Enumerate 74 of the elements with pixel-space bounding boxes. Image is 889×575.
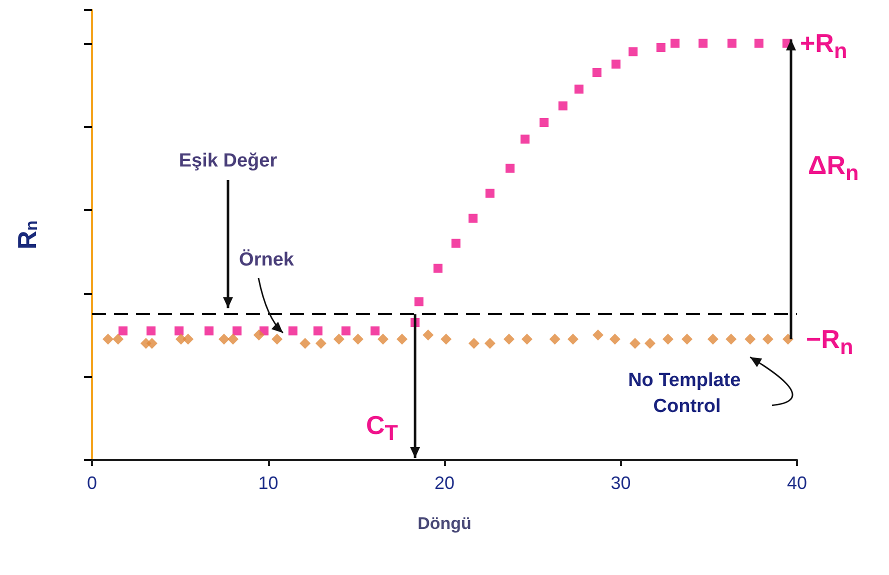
point	[698, 38, 708, 48]
point	[118, 326, 128, 336]
point	[549, 334, 560, 345]
point	[370, 326, 380, 336]
point	[609, 334, 620, 345]
point	[754, 38, 764, 48]
annotation: C$_{T}$	[366, 410, 398, 446]
point	[727, 38, 736, 48]
point	[644, 338, 656, 349]
point	[656, 43, 666, 52]
point	[218, 334, 230, 345]
point	[451, 238, 460, 248]
annotation: Eşik Değer	[178, 150, 278, 172]
point	[567, 334, 578, 345]
point	[744, 334, 756, 345]
point	[300, 338, 311, 349]
point	[485, 188, 494, 198]
point	[228, 334, 238, 345]
point	[574, 84, 584, 94]
point	[662, 334, 674, 345]
point	[174, 326, 184, 336]
text: ΔR$_{n}$	[808, 150, 859, 186]
x-tick-label: 30	[610, 473, 631, 493]
point	[440, 334, 452, 345]
point	[146, 326, 156, 336]
point	[592, 68, 602, 77]
text: −R$_{n}$	[806, 324, 854, 360]
point	[506, 164, 515, 173]
point	[414, 297, 424, 306]
point	[253, 330, 264, 340]
point	[520, 134, 530, 144]
point	[726, 334, 737, 345]
point	[782, 334, 794, 345]
point	[468, 338, 480, 349]
point	[630, 338, 641, 349]
point	[333, 334, 344, 345]
point	[682, 334, 693, 345]
point	[182, 334, 194, 345]
point	[146, 338, 158, 349]
point	[670, 38, 680, 48]
y-axis-title: Rn	[12, 220, 42, 250]
x-tick-label: 40	[786, 473, 808, 493]
point	[558, 101, 568, 110]
point	[484, 338, 496, 349]
x-tick-label: 10	[258, 473, 278, 493]
point	[232, 326, 242, 336]
point	[112, 334, 124, 345]
series-label: No Template Control	[628, 370, 746, 417]
text: +R$_{n}$	[800, 28, 848, 64]
point	[592, 330, 604, 340]
point	[521, 334, 532, 345]
point	[504, 334, 515, 345]
point	[422, 330, 434, 340]
x-tick-label: 20	[434, 473, 455, 493]
point	[272, 334, 283, 345]
point	[540, 118, 549, 127]
point	[762, 334, 774, 345]
point	[433, 264, 442, 273]
point	[313, 326, 322, 336]
text: Örnek	[239, 248, 294, 270]
point	[377, 334, 388, 345]
point	[628, 47, 638, 56]
x-tick-label: 0	[86, 473, 98, 493]
point	[396, 334, 408, 345]
point	[707, 334, 718, 345]
point	[611, 60, 620, 69]
point	[204, 326, 214, 336]
point	[315, 338, 326, 349]
point	[468, 214, 478, 223]
x-axis-title: Döngü	[418, 514, 472, 533]
point	[341, 326, 350, 336]
point	[288, 326, 298, 336]
point	[352, 334, 364, 345]
point	[102, 334, 114, 345]
